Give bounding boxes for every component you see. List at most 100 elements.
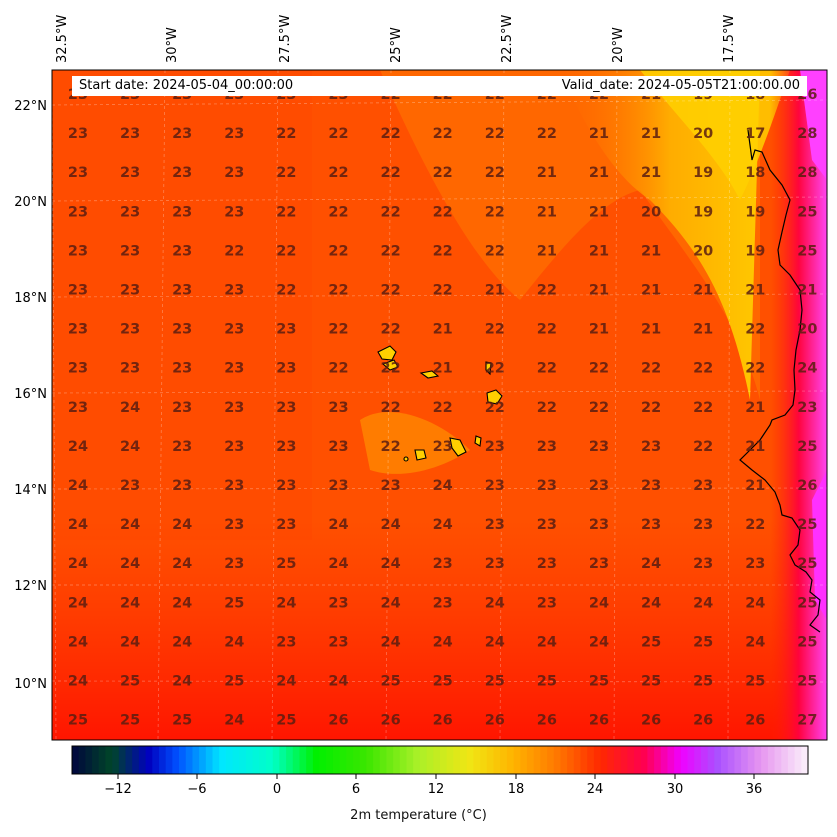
temperature-value: 24 <box>589 595 609 611</box>
colorbar-swatch <box>172 746 180 774</box>
lat-label: 22°N <box>14 99 47 114</box>
colorbar-swatch <box>466 746 475 774</box>
temperature-value: 24 <box>381 595 401 611</box>
temperature-value: 24 <box>328 674 348 690</box>
colorbar-swatch <box>319 746 327 774</box>
colorbar-swatch <box>600 746 608 774</box>
colorbar-swatch <box>292 746 301 774</box>
temperature-value: 23 <box>589 478 609 494</box>
temperature-value: 23 <box>68 243 88 259</box>
temperature-value: 24 <box>224 713 244 729</box>
temperature-value: 23 <box>224 361 244 377</box>
colorbar: −12 −6 0 6 12 18 24 30 36 <box>71 745 809 797</box>
colorbar-swatch <box>620 746 628 774</box>
temperature-value: 23 <box>433 556 453 572</box>
colorbar-swatch <box>573 746 582 774</box>
temperature-value: 22 <box>537 126 557 142</box>
colorbar-swatch <box>647 746 655 774</box>
temperature-value: 22 <box>745 322 765 338</box>
temperature-value: 23 <box>172 400 192 416</box>
temperature-value: 18 <box>745 165 765 181</box>
colorbar-tick-label: −12 <box>104 782 131 797</box>
temperature-value: 22 <box>485 165 505 181</box>
temperature-value: 24 <box>745 634 765 650</box>
temperature-value: 24 <box>381 556 401 572</box>
colorbar-tick-label: 12 <box>428 782 445 797</box>
colorbar-swatch <box>486 746 495 774</box>
colorbar-swatch <box>640 746 649 774</box>
temperature-value: 23 <box>328 595 348 611</box>
temperature-value: 23 <box>276 634 296 650</box>
colorbar-swatch <box>513 746 521 774</box>
colorbar-tick-label: 0 <box>273 782 281 797</box>
colorbar-swatch <box>426 746 434 774</box>
temperature-value: 25 <box>641 634 661 650</box>
colorbar-swatch <box>627 746 635 774</box>
temperature-value: 24 <box>68 634 88 650</box>
colorbar-swatch <box>179 746 187 774</box>
colorbar-swatch <box>446 746 454 774</box>
colorbar-swatch <box>433 746 441 774</box>
temperature-value: 21 <box>745 478 765 494</box>
temperature-value: 23 <box>120 322 140 338</box>
lat-label: 16°N <box>14 387 47 402</box>
temperature-value: 21 <box>433 361 453 377</box>
temperature-value: 24 <box>68 674 88 690</box>
colorbar-swatch <box>493 746 501 774</box>
temperature-value: 26 <box>485 713 505 729</box>
temperature-value: 19 <box>745 243 765 259</box>
temperature-value: 23 <box>224 478 244 494</box>
colorbar-swatch <box>152 746 160 774</box>
temperature-value: 25 <box>797 243 817 259</box>
colorbar-swatch <box>787 746 796 774</box>
colorbar-swatch <box>721 746 729 774</box>
temperature-value: 23 <box>485 478 505 494</box>
colorbar-swatch <box>801 746 809 774</box>
temperature-value: 22 <box>537 322 557 338</box>
lon-label: 27.5°W <box>278 15 293 63</box>
temperature-value: 23 <box>120 361 140 377</box>
cape-verde-islands <box>377 345 503 462</box>
colorbar-swatch <box>553 746 562 774</box>
temperature-value: 25 <box>797 595 817 611</box>
temperature-value: 23 <box>172 126 192 142</box>
colorbar-swatch <box>199 746 207 774</box>
temperature-value: 20 <box>693 126 713 142</box>
temperature-value: 23 <box>68 165 88 181</box>
temperature-value: 23 <box>433 595 453 611</box>
colorbar-swatch <box>533 746 541 774</box>
temperature-value: 22 <box>328 204 348 220</box>
temperature-value: 24 <box>224 634 244 650</box>
colorbar-swatch <box>700 746 709 774</box>
temperature-value: 23 <box>276 322 296 338</box>
temperature-value: 25 <box>485 674 505 690</box>
temperature-value: 21 <box>589 126 609 142</box>
temperature-value: 23 <box>641 517 661 533</box>
temperature-value: 17 <box>745 126 765 142</box>
temperature-value: 23 <box>224 165 244 181</box>
temperature-value: 23 <box>120 165 140 181</box>
temperature-value: 25 <box>537 674 557 690</box>
temperature-value: 23 <box>328 400 348 416</box>
temperature-value: 23 <box>68 126 88 142</box>
temperature-value: 26 <box>641 713 661 729</box>
temperature-value: 23 <box>276 478 296 494</box>
lat-label: 14°N <box>14 483 47 498</box>
temperature-value: 22 <box>433 126 453 142</box>
temperature-value: 22 <box>537 283 557 299</box>
colorbar-swatch <box>593 746 602 774</box>
lat-label: 12°N <box>14 579 47 594</box>
temperature-value: 21 <box>745 283 765 299</box>
colorbar-swatch <box>346 746 354 774</box>
temperature-value: 22 <box>381 283 401 299</box>
colorbar-swatch <box>480 746 488 774</box>
start-date-label: Start date: 2024-05-04_00:00:00 <box>79 78 294 93</box>
colorbar-swatch <box>754 746 762 774</box>
temperature-value: 22 <box>485 400 505 416</box>
colorbar-swatch <box>634 746 642 774</box>
temperature-value: 21 <box>641 243 661 259</box>
temperature-value: 22 <box>433 283 453 299</box>
colorbar-swatch <box>359 746 367 774</box>
temperature-value: 23 <box>120 478 140 494</box>
temperature-value: 21 <box>641 322 661 338</box>
